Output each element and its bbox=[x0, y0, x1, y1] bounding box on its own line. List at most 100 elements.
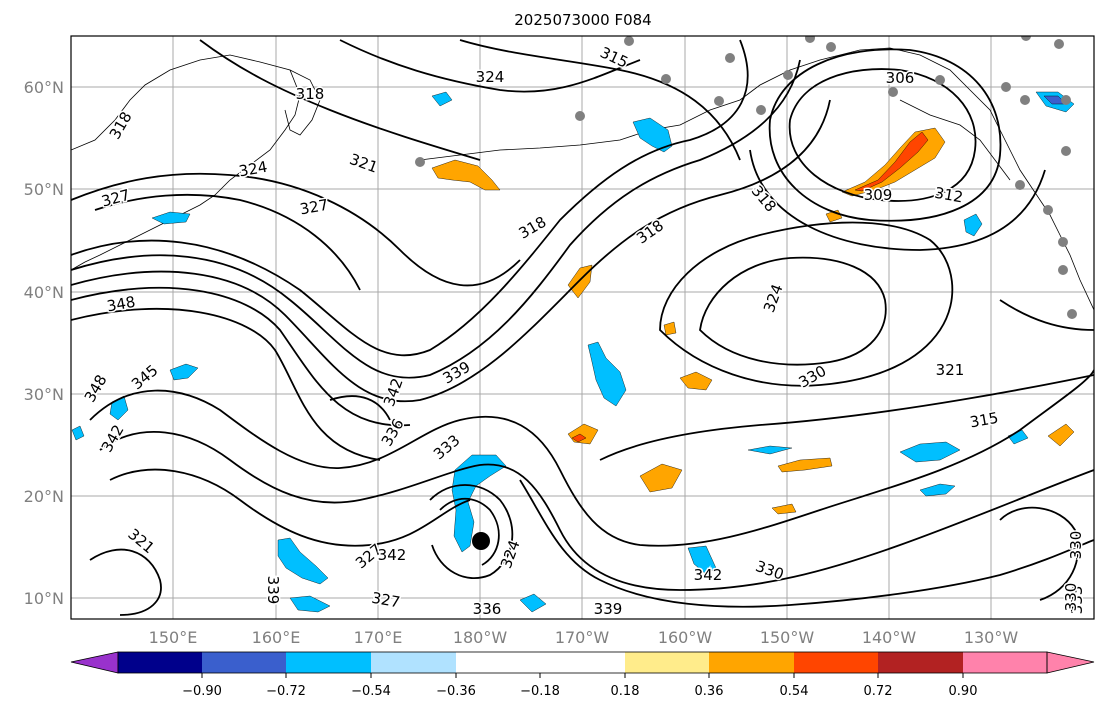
colorbar-bin bbox=[286, 652, 371, 673]
contour-line bbox=[99, 431, 1094, 591]
contour-label: 339 bbox=[440, 358, 474, 388]
station-marker bbox=[1043, 205, 1053, 215]
contour-label: 342 bbox=[380, 376, 407, 409]
colorbar bbox=[70, 651, 1095, 674]
contour-line bbox=[71, 172, 521, 287]
contour-line bbox=[519, 479, 1094, 608]
station-marker bbox=[1021, 36, 1031, 41]
station-marker bbox=[1020, 95, 1030, 105]
contour-label: 345 bbox=[128, 361, 162, 393]
colorbar-bin bbox=[456, 652, 540, 673]
lat-label: 20°N bbox=[24, 487, 64, 506]
lat-label: 50°N bbox=[24, 180, 64, 199]
shade-neg-5 bbox=[919, 483, 956, 497]
contour-line bbox=[788, 68, 977, 202]
contour-line bbox=[999, 299, 1094, 331]
lon-label: 170°E bbox=[354, 628, 403, 647]
contour-label: 336 bbox=[378, 416, 408, 450]
lat-labels: 10°N 20°N 30°N 40°N 50°N 60°N bbox=[24, 78, 64, 608]
contour-label: 324 bbox=[476, 68, 505, 86]
contour-line bbox=[71, 307, 381, 461]
colorbar-bin bbox=[371, 652, 456, 673]
station-marker bbox=[888, 87, 898, 97]
contour-label: 324 bbox=[497, 538, 524, 571]
station-marker bbox=[1001, 82, 1011, 92]
lat-label: 40°N bbox=[24, 283, 64, 302]
lon-label: 180°W bbox=[453, 628, 508, 647]
contour-label: 342 bbox=[694, 566, 723, 584]
contour-line bbox=[999, 506, 1079, 601]
shade-neg-13 bbox=[747, 445, 793, 455]
lat-label: 30°N bbox=[24, 385, 64, 404]
shade-neg-4 bbox=[899, 441, 961, 463]
lon-label: 160°E bbox=[252, 628, 301, 647]
contour-line bbox=[199, 39, 481, 161]
contour-label: 318 bbox=[748, 182, 780, 216]
contour-label: 321 bbox=[347, 150, 380, 177]
contour-line bbox=[659, 221, 954, 387]
contour-label: 336 bbox=[473, 600, 502, 618]
contour-line bbox=[329, 395, 391, 421]
colorbar-bin bbox=[963, 652, 1047, 673]
contour-label: 330 bbox=[753, 557, 786, 584]
shade-neg-6 bbox=[151, 211, 191, 225]
shade-gulf-alaska bbox=[841, 127, 946, 197]
station-marker bbox=[1067, 309, 1077, 319]
coastline-aleutians bbox=[419, 99, 741, 161]
colorbar-frame bbox=[117, 651, 1048, 674]
contour-label: 327 bbox=[370, 589, 401, 612]
colorbar-tick-label: 0.54 bbox=[780, 684, 809, 699]
shade-mid-6 bbox=[777, 457, 833, 473]
positive-shading bbox=[431, 127, 1075, 515]
height-contours bbox=[71, 39, 1094, 616]
contour-line bbox=[71, 39, 749, 357]
colorbar-tick-label: −0.72 bbox=[266, 684, 306, 699]
contour-line bbox=[439, 497, 500, 566]
shade-neg-18 bbox=[71, 425, 85, 441]
station-marker bbox=[725, 53, 735, 63]
contour-line bbox=[71, 99, 831, 403]
contour-line bbox=[94, 193, 361, 291]
lat-label: 10°N bbox=[24, 589, 64, 608]
contour-line bbox=[459, 39, 741, 161]
station-marker bbox=[1058, 265, 1068, 275]
station-marker bbox=[415, 157, 425, 167]
shade-mid-4 bbox=[567, 423, 599, 445]
contour-label: 324 bbox=[237, 158, 268, 181]
contour-label: 318 bbox=[633, 216, 667, 247]
shade-aleutian bbox=[431, 159, 501, 191]
coastlines bbox=[71, 47, 1094, 311]
colorbar-ticks bbox=[201, 673, 964, 678]
colorbar-extend-low bbox=[70, 651, 119, 674]
lon-labels: 150°E 160°E 170°E 180°W 170°W 160°W 150°… bbox=[149, 628, 1019, 647]
contour-line bbox=[71, 59, 801, 379]
graticule bbox=[71, 36, 1094, 619]
colorbar-tick-label: −0.90 bbox=[182, 684, 222, 699]
colorbar-bin bbox=[709, 652, 794, 673]
shade-mid-8 bbox=[771, 503, 797, 515]
contour-label: 321 bbox=[124, 525, 158, 557]
contour-label: 306 bbox=[886, 69, 915, 87]
shade-mid-2 bbox=[679, 371, 713, 391]
shade-mid-3 bbox=[639, 463, 683, 493]
coastline-asia bbox=[71, 54, 301, 271]
station-marker bbox=[575, 111, 585, 121]
shade-neg-10 bbox=[963, 213, 983, 237]
shade-mid-1 bbox=[567, 264, 593, 299]
contour-label: 318 bbox=[296, 85, 325, 103]
shade-neg-15 bbox=[289, 595, 331, 613]
contour-label: 321 bbox=[936, 361, 965, 379]
contour-line bbox=[599, 374, 1094, 461]
contour-label: 324 bbox=[760, 282, 787, 315]
contour-line bbox=[699, 256, 887, 366]
shade-mid-5 bbox=[571, 433, 587, 443]
contour-label: 348 bbox=[105, 293, 136, 316]
colorbar-bin bbox=[794, 652, 878, 673]
negative-shading bbox=[71, 91, 1075, 613]
station-marker bbox=[624, 36, 634, 46]
station-marker bbox=[714, 96, 724, 106]
shade-neg-7 bbox=[632, 117, 673, 153]
coastline-kamchatka bbox=[284, 69, 321, 136]
contour-label: 327 bbox=[298, 196, 329, 219]
